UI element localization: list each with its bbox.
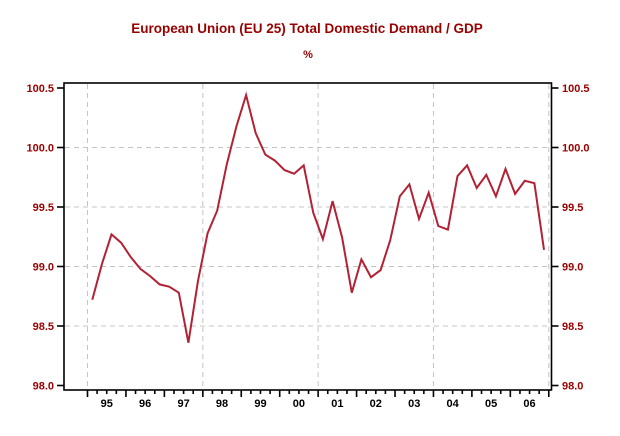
y-axis-label-left: 99.0: [33, 262, 54, 274]
y-axis-label-right: 100.0: [562, 143, 590, 155]
gridlines: [65, 84, 551, 389]
x-axis-year-label: 01: [331, 398, 343, 410]
x-axis-year-label: 02: [370, 398, 382, 410]
y-axis-left: 100.5 100.0 99.5 99.0 98.5 98.0: [26, 83, 64, 393]
x-axis-year-label: 00: [293, 398, 305, 410]
x-axis-year-label: 95: [101, 398, 113, 410]
x-axis: 95 96 97 98 99 00 01 02 03 04 05 06: [86, 390, 550, 410]
y-axis-label-left: 100.5: [26, 83, 54, 95]
y-axis-label-right: 98.5: [562, 321, 583, 333]
y-axis-label-left: 99.5: [33, 202, 54, 214]
x-axis-year-label: 96: [139, 398, 151, 410]
plot-frame: [63, 82, 553, 391]
demand-gdp-line: [91, 91, 545, 343]
y-axis-label-left: 100.0: [26, 143, 54, 155]
y-axis-right: 100.5 100.0 99.5 99.0 98.5 98.0: [551, 83, 590, 393]
y-axis-label-right: 98.0: [562, 381, 583, 393]
y-axis-label-right: 100.5: [562, 83, 590, 95]
plot-border: [63, 82, 553, 391]
data-series: [91, 91, 545, 343]
y-axis-label-right: 99.5: [562, 202, 583, 214]
x-axis-year-label: 03: [408, 398, 420, 410]
x-axis-year-label: 06: [523, 398, 535, 410]
y-axis-label-left: 98.0: [33, 381, 54, 393]
y-axis-label-left: 98.5: [33, 321, 54, 333]
y-axis-label-right: 99.0: [562, 262, 583, 274]
x-axis-year-label: 99: [254, 398, 266, 410]
x-axis-year-label: 05: [485, 398, 497, 410]
chart-subtitle: %: [303, 49, 313, 61]
x-axis-year-label: 97: [177, 398, 189, 410]
chart-title: European Union (EU 25) Total Domestic De…: [131, 21, 483, 36]
x-axis-year-label: 98: [216, 398, 228, 410]
x-axis-year-label: 04: [447, 398, 460, 410]
